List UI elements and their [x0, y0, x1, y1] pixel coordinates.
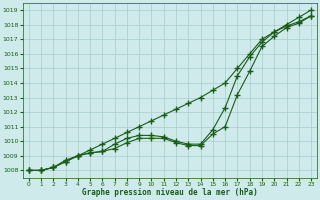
X-axis label: Graphe pression niveau de la mer (hPa): Graphe pression niveau de la mer (hPa) — [82, 188, 258, 197]
